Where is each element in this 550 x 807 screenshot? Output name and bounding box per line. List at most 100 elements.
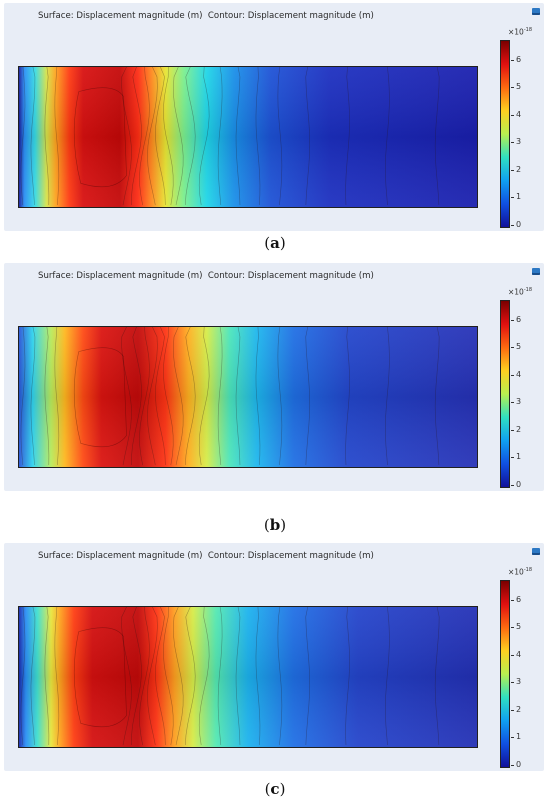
- colorbar-tick: [511, 402, 514, 404]
- contour-line: [255, 607, 261, 746]
- caption-a: (a): [264, 234, 286, 252]
- contour-line: [155, 67, 166, 206]
- contour-line: [173, 327, 184, 466]
- colorbar-tick: [511, 197, 514, 199]
- colorbar: [500, 300, 510, 488]
- plot-title: Surface: Displacement magnitude (m) Cont…: [38, 271, 374, 281]
- contour-line: [217, 327, 223, 466]
- colorbar-tick-label: 3: [516, 397, 522, 407]
- contour-line: [173, 67, 184, 206]
- colorbar-tick-label: 0: [516, 480, 522, 489]
- colorbar-tick-label: 5: [516, 622, 522, 632]
- displacement-field: [18, 606, 478, 748]
- colorbar-tick-label: 4: [516, 109, 522, 119]
- figure-panel-a: Surface: Displacement magnitude (m) Cont…: [0, 0, 550, 260]
- contour-line: [198, 327, 210, 466]
- contour-line: [30, 607, 36, 746]
- caption-c: (c): [264, 780, 286, 798]
- contour-line: [277, 327, 283, 466]
- comsol-logo-icon: [532, 8, 540, 15]
- contour-line: [163, 607, 174, 746]
- colorbar-tick: [511, 654, 514, 656]
- contour-line: [121, 607, 132, 746]
- contour-line: [20, 67, 26, 206]
- contour-line: [277, 67, 283, 206]
- colorbar-exponent: ×10-18: [508, 27, 532, 37]
- colorbar: [500, 40, 510, 228]
- displacement-field: [18, 326, 478, 468]
- colorbar-tick-label: 3: [516, 677, 522, 687]
- contour-line: [184, 327, 196, 466]
- contour-line: [235, 327, 241, 466]
- colorbar-tick-label: 0: [516, 220, 522, 229]
- contour-line: [255, 67, 261, 206]
- figure-panel-c: Surface: Displacement magnitude (m) Cont…: [0, 540, 550, 800]
- contour-line: [217, 607, 223, 746]
- colorbar-tick: [511, 737, 514, 739]
- contour-line: [385, 607, 390, 746]
- contour-line: [385, 67, 390, 206]
- contour-line: [217, 67, 223, 206]
- colorbar-tick-label: 6: [516, 594, 522, 604]
- colorbar-tick: [511, 627, 514, 629]
- contour-line: [235, 607, 241, 746]
- contour-line: [30, 67, 36, 206]
- contour-line: [173, 607, 184, 746]
- contour-line: [121, 67, 132, 206]
- contour-line: [163, 327, 174, 466]
- plot-title: Surface: Displacement magnitude (m) Cont…: [38, 11, 374, 21]
- colorbar-tick: [511, 457, 514, 459]
- contour-line: [184, 607, 196, 746]
- colorbar-tick: [511, 319, 514, 321]
- colorbar-tick-label: 3: [516, 137, 522, 147]
- contour-line: [434, 327, 440, 466]
- colorbar-tick: [511, 765, 514, 766]
- contour-line: [345, 327, 350, 466]
- figure-panel-b: Surface: Displacement magnitude (m) Cont…: [0, 260, 550, 520]
- contour-line: [385, 327, 390, 466]
- colorbar-tick: [511, 429, 514, 431]
- colorbar-tick-label: 1: [516, 192, 522, 202]
- contour-line: [44, 67, 50, 206]
- colorbar-tick-label: 6: [516, 314, 522, 324]
- colorbar-tick: [511, 599, 514, 601]
- colorbar-tick: [511, 225, 514, 226]
- displacement-field: [18, 66, 478, 208]
- colorbar-tick-label: 0: [516, 760, 522, 769]
- contour-line: [139, 607, 150, 746]
- contour-line: [434, 607, 440, 746]
- contour-line: [20, 607, 26, 746]
- colorbar-tick: [511, 485, 514, 486]
- colorbar-tick-label: 2: [516, 424, 522, 434]
- contour-line: [305, 607, 311, 746]
- colorbar-exponent: ×10-18: [508, 567, 532, 577]
- contour-line: [131, 327, 142, 466]
- colorbar-tick-label: 1: [516, 452, 522, 462]
- colorbar-tick: [511, 682, 514, 684]
- contour-line: [305, 327, 311, 466]
- colorbar-tick: [511, 347, 514, 349]
- field-shading: [19, 67, 477, 207]
- contour-line: [345, 67, 350, 206]
- contour-line: [139, 327, 150, 466]
- contour-line: [198, 607, 210, 746]
- plot-title: Surface: Displacement magnitude (m) Cont…: [38, 551, 374, 561]
- contour-line: [121, 327, 132, 466]
- comsol-logo-icon: [532, 548, 540, 555]
- colorbar: [500, 580, 510, 768]
- field-shading: [19, 607, 477, 747]
- colorbar-tick-label: 2: [516, 164, 522, 174]
- colorbar-tick-label: 6: [516, 54, 522, 64]
- field-shading: [19, 327, 477, 467]
- contour-line: [73, 347, 127, 448]
- contour-line: [139, 67, 150, 206]
- colorbar-tick: [511, 114, 514, 116]
- contour-line: [184, 67, 196, 206]
- contour-line: [73, 627, 127, 728]
- contour-line: [345, 607, 350, 746]
- contour-line: [198, 67, 210, 206]
- colorbar-tick: [511, 374, 514, 376]
- comsol-logo-icon: [532, 268, 540, 275]
- contour-line: [305, 67, 311, 206]
- colorbar-tick-label: 2: [516, 704, 522, 714]
